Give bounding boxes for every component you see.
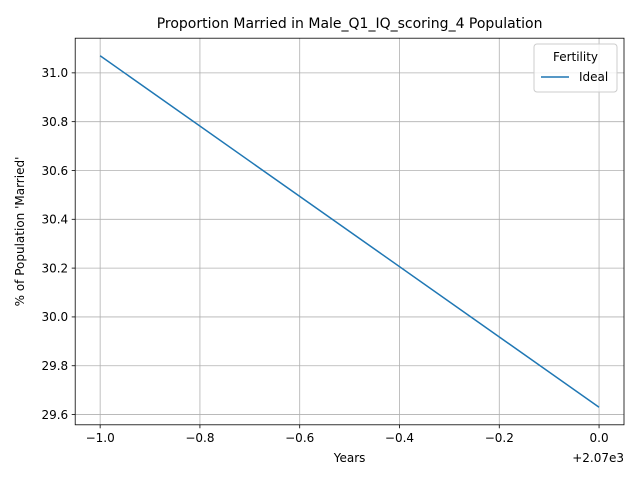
x-tick-label: −0.6 bbox=[285, 431, 314, 445]
x-tick-label: 0.0 bbox=[590, 431, 609, 445]
y-tick-label: 31.0 bbox=[41, 66, 68, 80]
series-layer bbox=[99, 55, 600, 408]
legend-label-ideal: Ideal bbox=[579, 70, 608, 84]
series-line-ideal bbox=[99, 55, 600, 408]
y-tick-label: 30.4 bbox=[41, 213, 68, 227]
chart-title: Proportion Married in Male_Q1_IQ_scoring… bbox=[157, 16, 543, 32]
y-tick-label: 29.6 bbox=[41, 408, 68, 422]
x-gridlines bbox=[99, 38, 600, 425]
y-gridlines bbox=[75, 72, 624, 415]
y-tick-label: 29.8 bbox=[41, 359, 68, 373]
legend-box bbox=[533, 43, 618, 93]
y-tick-label: 30.0 bbox=[41, 310, 68, 324]
legend-title: Fertility bbox=[553, 50, 598, 64]
plot-frame bbox=[74, 37, 625, 426]
y-tick-label: 30.6 bbox=[41, 164, 68, 178]
y-tick-label: 30.2 bbox=[41, 261, 68, 275]
legend: Fertility Ideal bbox=[533, 43, 618, 93]
x-tick-label: −0.4 bbox=[385, 431, 414, 445]
x-tick-label: −0.8 bbox=[185, 431, 214, 445]
y-tick-label: 30.8 bbox=[41, 115, 68, 129]
x-tick-label: −0.2 bbox=[485, 431, 514, 445]
x-axis-ticks: −1.0 −0.8 −0.6 −0.4 −0.2 0.0 bbox=[86, 424, 609, 445]
y-axis-ticks: 29.6 29.8 30.0 30.2 30.4 30.6 30.8 31.0 bbox=[41, 66, 76, 422]
x-axis-label: Years bbox=[333, 451, 366, 465]
x-tick-label: −1.0 bbox=[86, 431, 115, 445]
x-axis-offset-label: +2.07e3 bbox=[572, 451, 624, 465]
y-axis-label: % of Population 'Married' bbox=[13, 157, 27, 307]
